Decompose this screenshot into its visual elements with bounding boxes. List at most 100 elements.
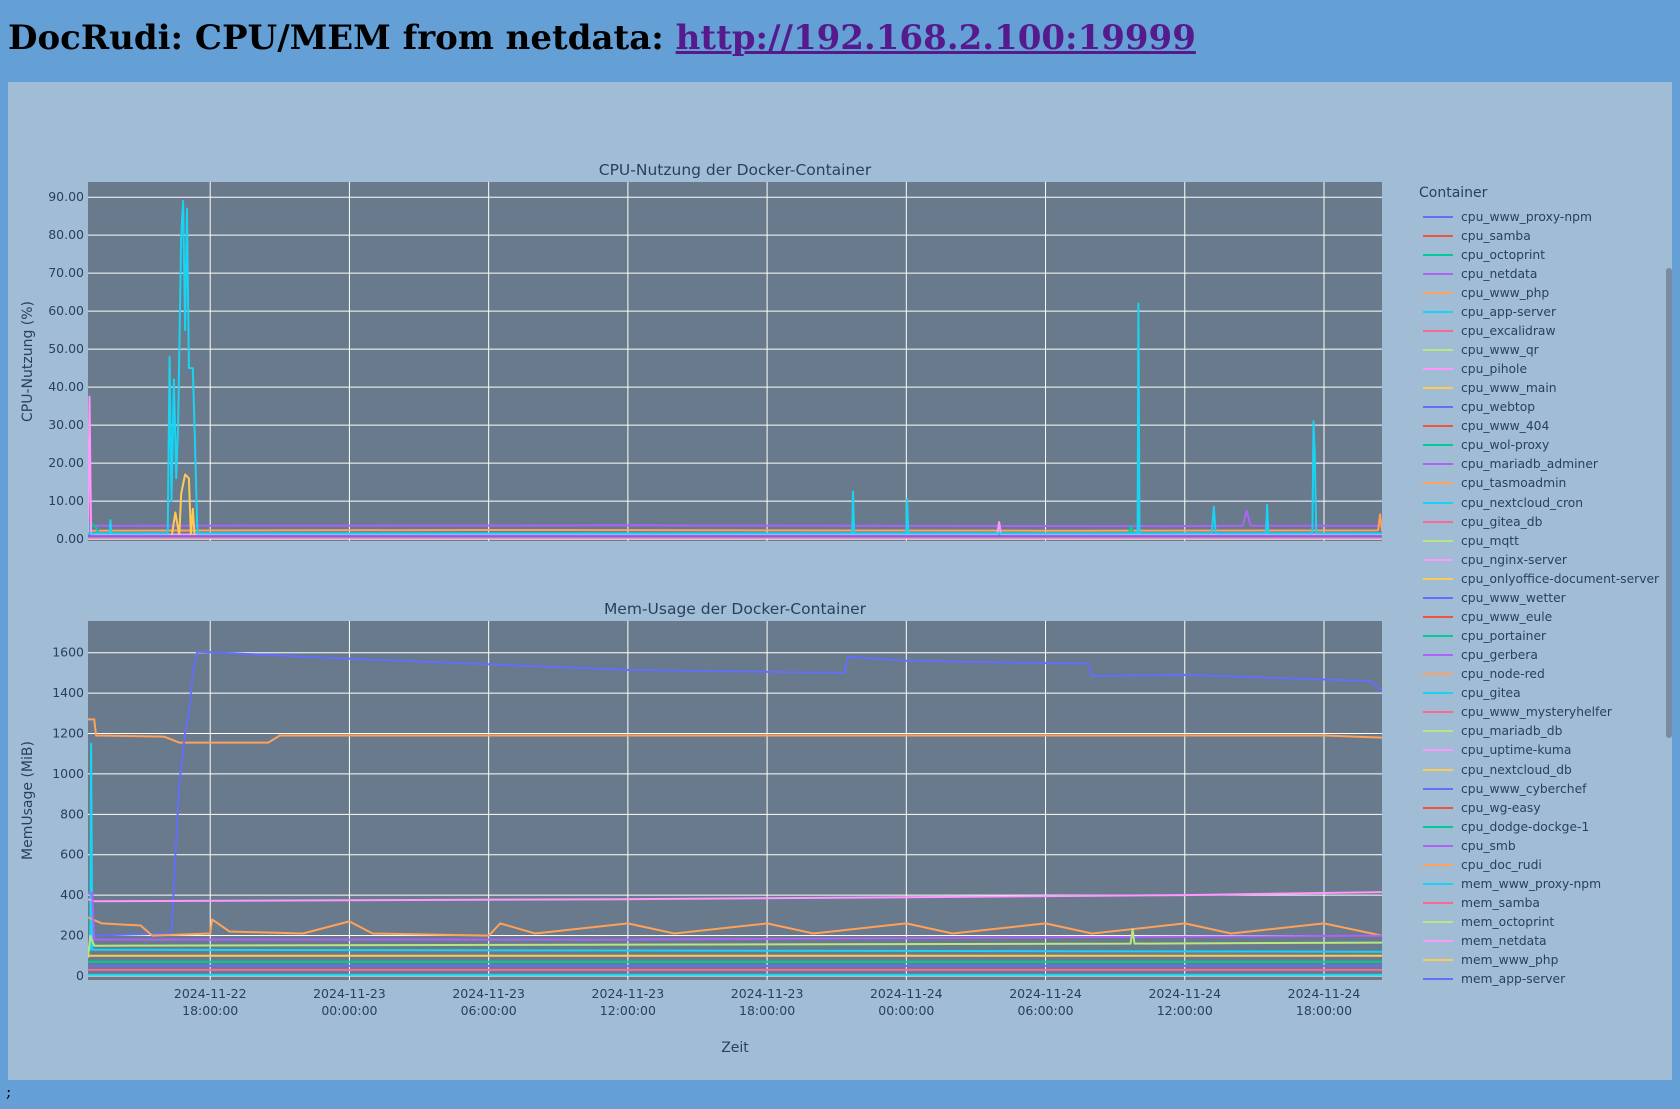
legend-item[interactable]: cpu_www_php (1423, 283, 1549, 302)
legend-swatch (1423, 291, 1453, 294)
x-tick-date: 2024-11-24 (1009, 986, 1082, 1001)
legend-swatch (1423, 387, 1453, 390)
x-axis-label: Zeit (721, 1040, 749, 1056)
series-line (88, 650, 1382, 937)
legend-item[interactable]: mem_www_proxy-npm (1423, 874, 1601, 893)
legend-swatch (1423, 654, 1453, 657)
legend-label: cpu_www_eule (1461, 609, 1553, 624)
x-tick-date: 2024-11-23 (313, 986, 386, 1001)
legend-label: mem_octoprint (1461, 915, 1555, 930)
legend-item[interactable]: cpu_mariadb_adminer (1423, 455, 1598, 474)
x-tick-date: 2024-11-24 (1148, 986, 1221, 1001)
series-line (88, 892, 1382, 941)
legend-item[interactable]: cpu_gitea_db (1423, 512, 1542, 531)
legend-item[interactable]: cpu_portainer (1423, 627, 1546, 646)
legend-label: cpu_www_main (1461, 381, 1557, 396)
y-tick-label: 20.00 (48, 455, 84, 470)
legend-label: cpu_www_qr (1461, 342, 1539, 357)
footer-text: ; (6, 1082, 12, 1101)
legend-item[interactable]: cpu_gerbera (1423, 646, 1538, 665)
legend-item[interactable]: cpu_www_qr (1423, 340, 1539, 359)
legend-item[interactable]: mem_netdata (1423, 932, 1547, 951)
legend-item[interactable]: cpu_www_main (1423, 379, 1557, 398)
legend-item[interactable]: cpu_dodge-dockge-1 (1423, 817, 1589, 836)
legend-swatch (1423, 825, 1453, 828)
legend-item[interactable]: cpu_nextcloud_cron (1423, 493, 1583, 512)
legend-item[interactable]: cpu_excalidraw (1423, 321, 1556, 340)
legend-item[interactable]: cpu_samba (1423, 226, 1531, 245)
legend-item[interactable]: cpu_netdata (1423, 264, 1537, 283)
legend-swatch (1423, 940, 1453, 943)
legend-item[interactable]: cpu_www_mysteryhelfer (1423, 703, 1612, 722)
y-tick-label: 400 (60, 887, 84, 902)
y-tick-label: 30.00 (48, 417, 84, 432)
legend-swatch (1423, 310, 1453, 313)
legend-swatch (1423, 749, 1453, 752)
legend-item[interactable]: cpu_www_eule (1423, 607, 1552, 626)
legend-item[interactable]: mem_app-server (1423, 970, 1565, 989)
legend-item[interactable]: cpu_wg-easy (1423, 798, 1541, 817)
x-tick-date: 2024-11-23 (592, 986, 665, 1001)
legend-item[interactable]: cpu_mqtt (1423, 531, 1519, 550)
legend-swatch (1423, 768, 1453, 771)
legend-item[interactable]: cpu_www_404 (1423, 417, 1549, 436)
page-title: DocRudi: CPU/MEM from netdata: http://19… (8, 18, 1196, 58)
legend-swatch (1423, 539, 1453, 542)
legend-item[interactable]: cpu_uptime-kuma (1423, 741, 1571, 760)
legend-item[interactable]: mem_octoprint (1423, 913, 1554, 932)
legend-label: mem_www_php (1461, 953, 1559, 968)
y-axis-label: MemUsage (MiB) (20, 741, 36, 860)
x-tick-date: 2024-11-24 (870, 986, 943, 1001)
legend-item[interactable]: cpu_app-server (1423, 302, 1556, 321)
legend-item[interactable]: cpu_gitea (1423, 684, 1521, 703)
legend-item[interactable]: cpu_node-red (1423, 665, 1545, 684)
legend-item[interactable]: cpu_doc_rudi (1423, 855, 1542, 874)
legend-item[interactable]: cpu_wol-proxy (1423, 436, 1549, 455)
x-tick-time: 12:00:00 (1157, 1003, 1213, 1018)
legend-label: mem_netdata (1461, 934, 1547, 949)
legend-item[interactable]: cpu_nextcloud_db (1423, 760, 1572, 779)
legend-label: cpu_wol-proxy (1461, 438, 1550, 453)
legend-item[interactable]: cpu_www_proxy-npm (1423, 207, 1592, 226)
y-tick-label: 800 (60, 806, 84, 821)
legend-label: cpu_doc_rudi (1461, 857, 1542, 872)
y-tick-label: 200 (60, 928, 84, 943)
legend-item[interactable]: cpu_pihole (1423, 360, 1527, 379)
legend: Container cpu_www_proxy-npm cpu_samba cpu_… (1411, 185, 1661, 1075)
legend-item[interactable]: cpu_nginx-server (1423, 550, 1567, 569)
legend-label: cpu_app-server (1461, 304, 1557, 319)
legend-label: cpu_www_cyberchef (1461, 781, 1587, 796)
legend-label: cpu_gitea_db (1461, 514, 1543, 529)
legend-swatch (1423, 329, 1453, 332)
netdata-link[interactable]: http://192.168.2.100:19999 (675, 18, 1196, 58)
legend-item[interactable]: cpu_www_wetter (1423, 588, 1566, 607)
legend-swatch (1423, 787, 1453, 790)
legend-scrollbar[interactable] (1666, 268, 1672, 738)
legend-item[interactable]: cpu_tasmoadmin (1423, 474, 1566, 493)
legend-swatch (1423, 368, 1453, 371)
y-tick-label: 1200 (52, 726, 84, 741)
legend-label: cpu_mariadb_adminer (1461, 457, 1598, 472)
legend-swatch (1423, 844, 1453, 847)
legend-swatch (1423, 902, 1453, 905)
legend-item[interactable]: mem_www_php (1423, 951, 1558, 970)
legend-label: cpu_gerbera (1461, 648, 1538, 663)
legend-item[interactable]: mem_samba (1423, 894, 1540, 913)
legend-label: cpu_smb (1461, 838, 1516, 853)
cpu-chart: 0.00 10.00 20.00 30.00 40.00 50.00 60.00 70.00 8… (20, 161, 1382, 546)
legend-item[interactable]: cpu_smb (1423, 836, 1516, 855)
legend-label: cpu_dodge-dockge-1 (1461, 819, 1590, 834)
legend-label: cpu_tasmoadmin (1461, 476, 1567, 491)
page-title-text: DocRudi: CPU/MEM from netdata: (8, 18, 676, 58)
legend-item[interactable]: cpu_octoprint (1423, 245, 1545, 264)
legend-item[interactable]: cpu_mariadb_db (1423, 722, 1562, 741)
legend-label: mem_www_proxy-npm (1461, 876, 1602, 891)
legend-item[interactable]: cpu_www_cyberchef (1423, 779, 1586, 798)
legend-label: cpu_nextcloud_db (1461, 762, 1572, 777)
legend-item[interactable]: cpu_onlyoffice-document-server (1423, 569, 1659, 588)
legend-swatch (1423, 501, 1453, 504)
legend-item[interactable]: cpu_webtop (1423, 398, 1535, 417)
legend-swatch (1423, 558, 1453, 561)
series-line (88, 718, 1382, 744)
series-line-cpu_app-server (88, 200, 1382, 535)
